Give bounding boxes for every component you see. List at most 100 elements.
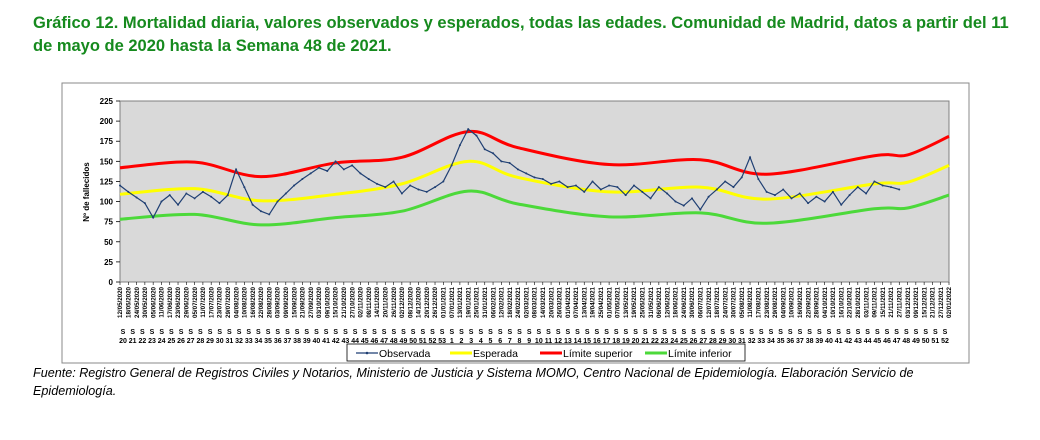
week-prefix: S — [730, 329, 735, 336]
week-prefix: S — [865, 329, 870, 336]
week-prefix: S — [246, 329, 251, 336]
date-label: 03/12/2021 — [905, 286, 912, 318]
week-label: 8 — [518, 338, 522, 345]
date-label: 09/12/2021 — [913, 286, 920, 318]
observada-point — [599, 188, 602, 191]
y-tick-label: 50 — [104, 238, 113, 247]
date-label: 09/10/2020 — [324, 286, 331, 318]
week-prefix: S — [382, 329, 387, 336]
week-label: 49 — [912, 338, 920, 345]
observada-point — [483, 148, 486, 151]
date-label: 18/06/2021 — [673, 286, 680, 318]
week-prefix: S — [624, 329, 629, 336]
week-prefix: S — [749, 329, 754, 336]
week-label: 33 — [757, 338, 765, 345]
observada-point — [492, 152, 495, 155]
y-tick-label: 0 — [109, 278, 114, 287]
week-prefix: S — [672, 329, 677, 336]
week-prefix: S — [691, 329, 696, 336]
week-prefix: S — [778, 329, 783, 336]
observada-point — [243, 186, 246, 189]
series-line-límite-superior — [119, 130, 950, 179]
legend: Observada Esperada Límite superior Límite i… — [346, 343, 746, 362]
date-label: 06/06/2021 — [656, 286, 663, 318]
week-prefix: S — [285, 329, 290, 336]
week-label: 30 — [216, 338, 224, 345]
date-label: 12/02/2021 — [499, 286, 506, 318]
observada-point — [152, 216, 155, 219]
date-label: 21/12/2021 — [930, 286, 937, 318]
observada-point — [815, 195, 818, 198]
week-prefix: S — [856, 329, 861, 336]
observada-point — [135, 196, 138, 199]
week-prefix: S — [769, 329, 774, 336]
observada-point — [450, 164, 453, 167]
date-label: 24/02/2021 — [515, 286, 522, 318]
week-prefix: S — [633, 329, 638, 336]
date-label: 08/12/2020 — [407, 286, 414, 318]
observada-point — [475, 134, 478, 137]
week-prefix: S — [817, 329, 822, 336]
week-label: 24 — [158, 338, 166, 345]
week-label: 47 — [380, 338, 388, 345]
date-label: 27/11/2021 — [896, 286, 903, 317]
observada-point — [699, 208, 702, 211]
legend-label: Límite inferior — [668, 348, 732, 360]
week-label: 23 — [148, 338, 156, 345]
week-label: 21 — [129, 338, 137, 345]
date-label: 23/07/2020 — [217, 286, 224, 318]
observada-point — [765, 190, 768, 193]
date-label: 31/05/2021 — [648, 286, 655, 318]
week-prefix: S — [914, 329, 919, 336]
date-label: 18/02/2021 — [507, 286, 514, 318]
week-prefix: S — [566, 329, 571, 336]
week-prefix: S — [488, 329, 493, 336]
observada-point — [840, 203, 843, 206]
week-prefix: S — [401, 329, 406, 336]
date-label: 01/05/2021 — [606, 286, 613, 318]
week-label: 18 — [612, 338, 620, 345]
week-prefix: S — [759, 329, 764, 336]
observada-point — [442, 180, 445, 183]
y-tick-label: 200 — [100, 117, 114, 126]
week-prefix: S — [478, 329, 483, 336]
observada-point — [674, 200, 677, 203]
y-tick-label: 25 — [104, 258, 113, 267]
observada-point — [284, 192, 287, 195]
week-label: 14 — [574, 338, 582, 345]
week-prefix: S — [121, 329, 126, 336]
week-label: 40 — [825, 338, 833, 345]
date-label: 18/05/2020 — [125, 286, 132, 318]
observada-point — [342, 168, 345, 171]
week-prefix: S — [295, 329, 300, 336]
date-label: 29/06/2020 — [184, 286, 191, 318]
date-label: 05/07/2020 — [192, 286, 199, 318]
week-label: 10 — [535, 338, 543, 345]
week-label: 31 — [738, 338, 746, 345]
observada-point — [119, 184, 121, 187]
date-label: 22/10/2021 — [847, 286, 854, 318]
week-label: 35 — [264, 338, 272, 345]
date-label: 23/06/2020 — [175, 286, 182, 318]
date-label: 16/10/2021 — [838, 286, 845, 318]
date-label: 25/01/2021 — [474, 286, 481, 318]
date-label: 05/06/2020 — [150, 286, 157, 318]
observada-point — [889, 186, 892, 189]
week-prefix: S — [440, 329, 445, 336]
observada-point — [276, 200, 279, 203]
week-label: 5 — [489, 338, 493, 345]
date-label: 20/11/2020 — [382, 286, 389, 317]
observada-point — [425, 190, 428, 193]
week-label: 16 — [593, 338, 601, 345]
date-label: 12/05/2020 — [117, 286, 124, 318]
date-label: 19/04/2021 — [590, 286, 597, 318]
date-label: 15/11/2021 — [880, 286, 887, 317]
observada-point — [375, 182, 378, 185]
week-label: 32 — [748, 338, 756, 345]
date-label: 29/07/2020 — [225, 286, 232, 318]
date-label: 08/11/2020 — [366, 286, 373, 317]
week-label: 26 — [177, 338, 185, 345]
date-label: 27/12/2021 — [938, 286, 945, 318]
date-label: 21/11/2021 — [888, 286, 895, 317]
week-label: 25 — [680, 338, 688, 345]
